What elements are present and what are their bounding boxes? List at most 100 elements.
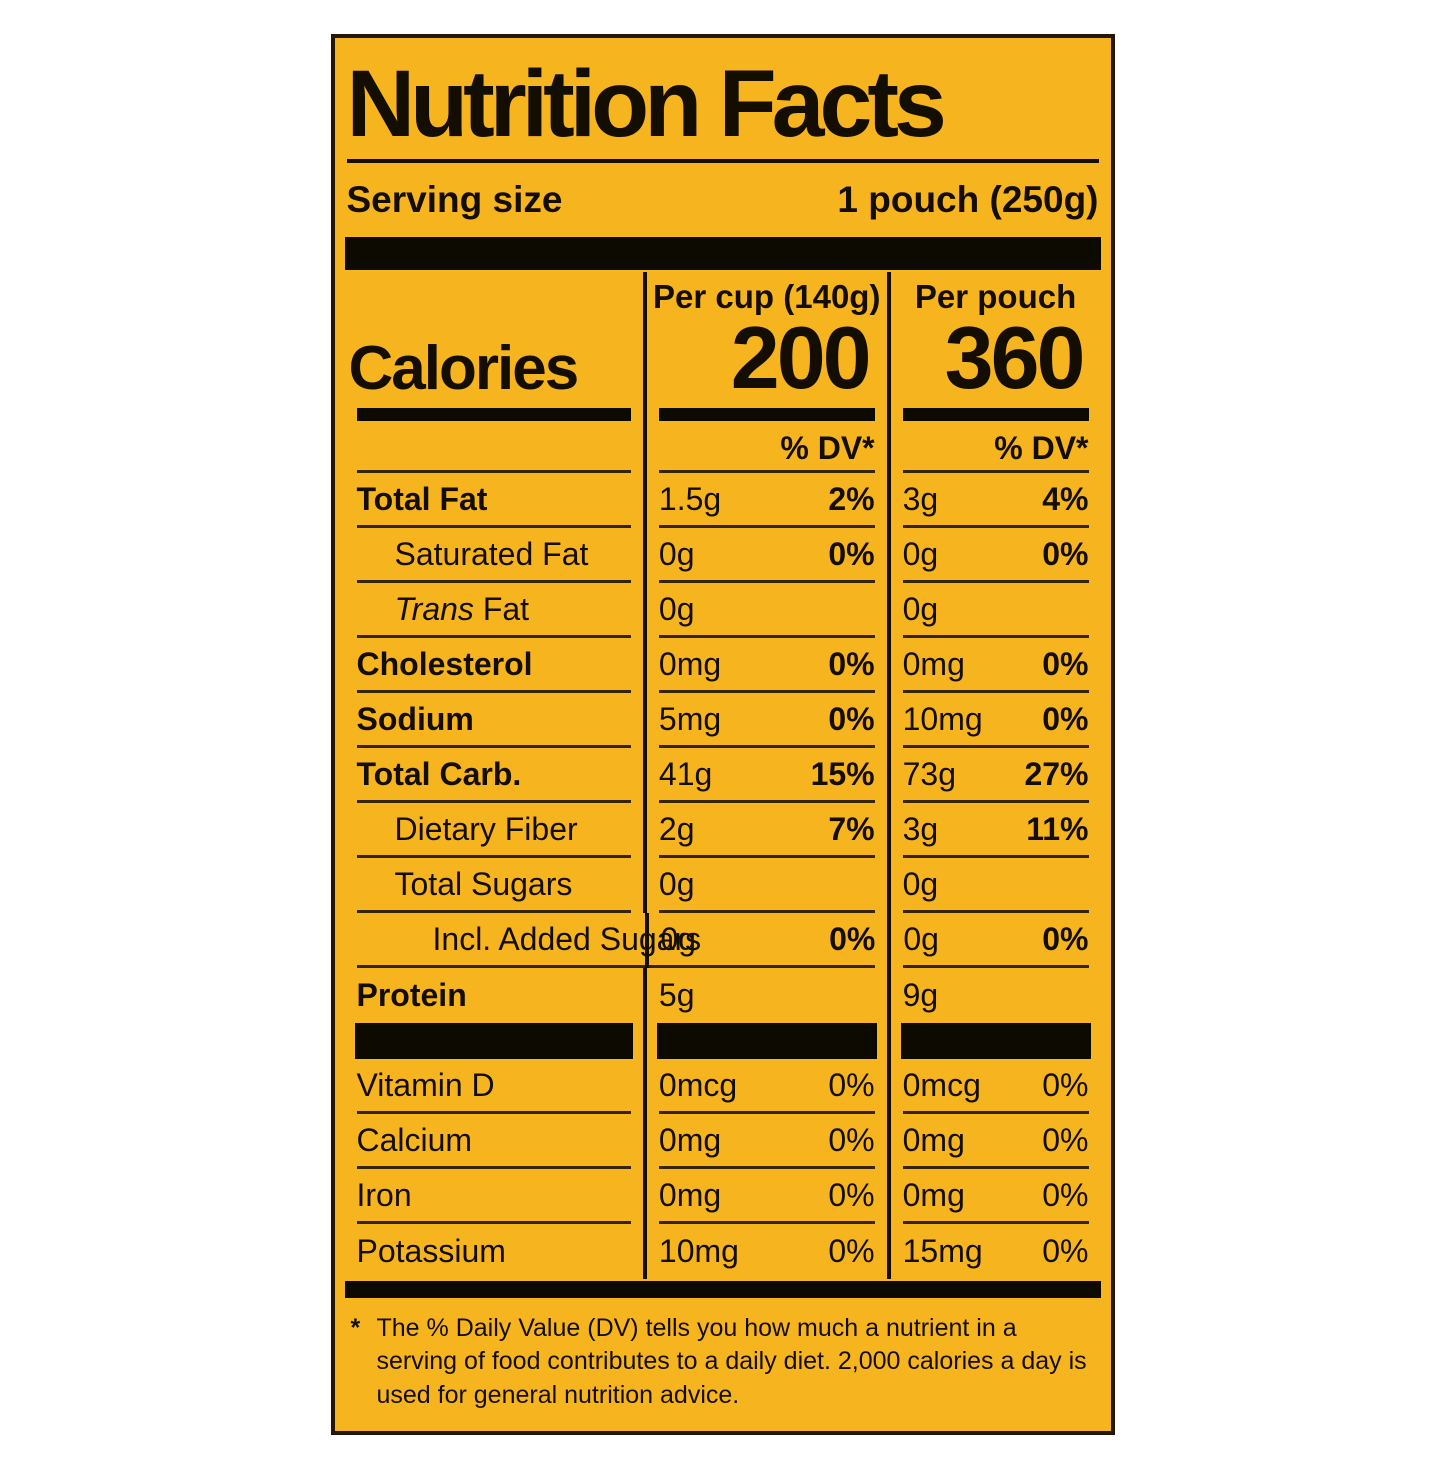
table-row: Cholesterol 0mg 0% 0mg 0% [345, 637, 1101, 693]
per-cup-amount: 0mg [658, 645, 722, 682]
per-cup-daily-value: 0% [828, 1066, 875, 1103]
nutrient-label: Total Fat [356, 480, 488, 517]
row-per-pouch-cell: 73g 27% [886, 747, 1101, 803]
calories-section: Calories Per cup (140g) 200 Per pouch 36… [345, 271, 1101, 427]
per-cup-amount: 0g [658, 865, 695, 902]
per-cup-daily-value: 0% [828, 1233, 875, 1270]
per-pouch-amount: 73g [902, 755, 957, 792]
nutrient-label: Trans Fat [394, 590, 530, 627]
nutrient-label: Sodium [356, 700, 474, 737]
table-row: Incl. Added Sugars 0g 0% 0g 0% [345, 912, 1101, 968]
per-pouch-amount: 9g [902, 977, 939, 1014]
per-pouch-daily-value: 0% [1042, 1176, 1089, 1213]
per-cup-amount: 5mg [658, 700, 722, 737]
per-pouch-amount: 3g [902, 480, 939, 517]
footnote: * The % Daily Value (DV) tells you how m… [345, 1298, 1101, 1427]
nutrient-label: Calcium [356, 1121, 473, 1158]
row-label-cell: Total Carb. [345, 748, 643, 803]
nutrient-rows: Total Fat 1.5g 2% 3g 4% Saturated Fat 0g [345, 472, 1101, 1023]
table-row: Total Sugars 0g 0g [345, 857, 1101, 913]
per-pouch-header: Per pouch [914, 277, 1077, 315]
row-per-cup-cell: 0mg 0% [642, 637, 887, 693]
mid-bar-segment [642, 1022, 887, 1059]
row-per-pouch-cell: 3g 4% [886, 472, 1101, 528]
per-cup-daily-value: 0% [829, 920, 876, 957]
per-pouch-daily-value: 11% [1026, 810, 1089, 847]
row-per-pouch-cell: 0mg 0% [886, 1113, 1101, 1169]
per-pouch-daily-value: 0% [1042, 1066, 1089, 1103]
row-per-cup-cell: 0mcg 0% [642, 1058, 887, 1114]
per-cup-amount: 0g [660, 920, 697, 957]
row-per-pouch-cell: 0g [886, 582, 1101, 638]
per-pouch-amount: 0g [902, 865, 939, 902]
serving-size-label: Serving size [346, 178, 563, 220]
row-per-pouch-cell: 9g [886, 967, 1101, 1023]
per-cup-amount: 0mg [658, 1176, 722, 1213]
per-cup-daily-value: 2% [828, 480, 875, 517]
row-label-cell: Total Sugars [345, 858, 643, 913]
row-label-cell: Saturated Fat [345, 528, 643, 583]
nutrient-label: Saturated Fat [394, 535, 589, 572]
per-pouch-amount: 0g [903, 920, 939, 957]
row-per-cup-cell: 0g 0% [644, 912, 888, 968]
percent-dv-label: % DV* [994, 430, 1089, 467]
per-cup-amount: 10mg [658, 1233, 739, 1270]
per-pouch-daily-value: 4% [1042, 480, 1089, 517]
per-cup-amount: 5g [658, 977, 695, 1014]
per-pouch-daily-value: 0% [1042, 920, 1089, 957]
per-cup-daily-value: 0% [828, 535, 875, 572]
row-per-pouch-cell: 10mg 0% [886, 692, 1101, 748]
table-row: Trans Fat 0g 0g [345, 582, 1101, 638]
per-pouch-amount: 15mg [902, 1233, 983, 1270]
calories-underline [356, 407, 631, 421]
calories-per-cup-value: 200 [730, 308, 872, 408]
nutrient-label: Total Carb. [356, 755, 522, 792]
per-cup-daily-value: 0% [828, 1176, 875, 1213]
footnote-text: The % Daily Value (DV) tells you how muc… [376, 1313, 1087, 1410]
per-pouch-daily-value: 0% [1042, 700, 1089, 737]
row-per-cup-cell: 0g [642, 857, 887, 913]
per-pouch-amount: 0mg [902, 645, 965, 682]
per-cup-daily-value: 0% [828, 1121, 875, 1158]
per-pouch-daily-value: 0% [1042, 1121, 1089, 1158]
nutrient-label: Cholesterol [356, 645, 533, 682]
row-per-cup-cell: 1.5g 2% [642, 472, 887, 528]
row-label-cell: Potassium [345, 1224, 643, 1279]
nutrient-label: Protein [356, 977, 467, 1014]
percent-dv-header-row: % DV* % DV* [345, 426, 1101, 473]
row-per-cup-cell: 0mg 0% [642, 1113, 887, 1169]
per-cup-amount: 0mg [658, 1121, 722, 1158]
footnote-asterisk: * [350, 1313, 361, 1342]
per-pouch-amount: 0mg [902, 1121, 965, 1158]
row-per-pouch-cell: 3g 11% [886, 802, 1101, 858]
per-pouch-daily-value: 0% [1042, 1233, 1089, 1270]
row-per-cup-cell: 5g [642, 967, 887, 1023]
row-label-cell: Trans Fat [345, 583, 643, 638]
per-cup-column: Per cup (140g) 200 [642, 271, 887, 427]
table-row: Vitamin D 0mcg 0% 0mcg 0% [345, 1058, 1101, 1114]
nutrient-label: Iron [356, 1176, 412, 1213]
row-label-cell: Incl. Added Sugars [345, 913, 702, 968]
per-cup-daily-value: 0% [828, 700, 875, 737]
row-label-cell: Calcium [345, 1114, 643, 1169]
serving-size-value: 1 pouch (250g) [837, 178, 1099, 220]
table-row: Iron 0mg 0% 0mg 0% [345, 1168, 1101, 1224]
calories-label-column: Calories [345, 272, 643, 427]
row-label-cell: Sodium [345, 693, 643, 748]
per-cup-daily-value: 15% [810, 755, 875, 792]
per-pouch-amount: 0g [902, 535, 939, 572]
per-cup-amount: 0g [658, 590, 695, 627]
nutrient-label: Dietary Fiber [394, 810, 578, 847]
row-per-pouch-cell: 0g 0% [886, 527, 1101, 583]
label-title: Nutrition Facts [346, 51, 947, 157]
table-row: Total Fat 1.5g 2% 3g 4% [345, 472, 1101, 528]
per-pouch-amount: 0mcg [902, 1066, 981, 1103]
row-per-pouch-cell: 15mg 0% [886, 1223, 1101, 1279]
percent-dv-label: % DV* [780, 430, 875, 467]
calories-label: Calories [348, 333, 580, 403]
mid-bar-segment [886, 1022, 1101, 1059]
nutrient-label: Incl. Added Sugars [432, 920, 702, 957]
per-pouch-amount: 10mg [902, 700, 983, 737]
row-label-cell: Iron [345, 1169, 643, 1224]
per-cup-daily-value: 7% [828, 810, 875, 847]
